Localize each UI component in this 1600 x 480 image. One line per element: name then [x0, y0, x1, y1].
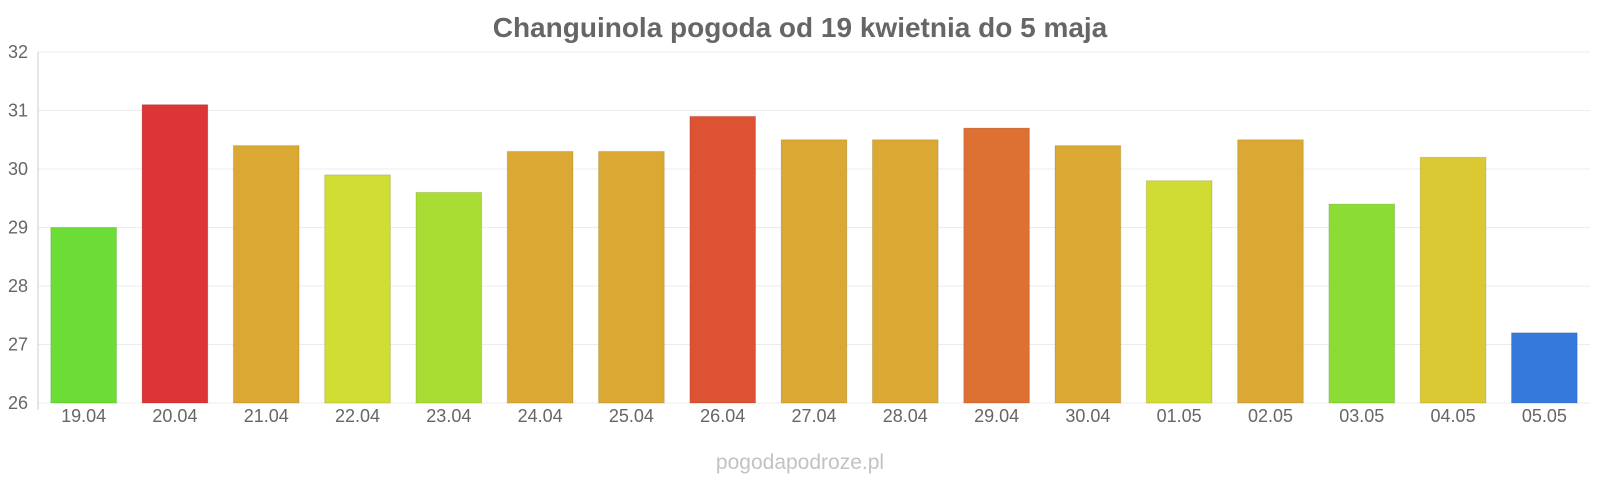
x-axis-ticks: 19.04 20.04 21.04 22.04 23.04 24.04 25.04 26.04…	[61, 406, 1567, 426]
x-tick-label: 22.04	[335, 406, 380, 426]
x-tick-label: 29.04	[974, 406, 1019, 426]
bar-20.04	[141, 104, 209, 404]
y-tick-label: 27	[8, 335, 28, 355]
x-tick-label: 03.05	[1339, 406, 1384, 426]
y-tick-label: 28	[8, 276, 28, 296]
bar-27.04	[780, 139, 848, 404]
bar-02.05	[1237, 139, 1304, 404]
bar-04.05	[1419, 156, 1487, 404]
x-tick-label: 28.04	[883, 406, 928, 426]
bar-25.04	[598, 150, 665, 404]
y-tick-label: 32	[8, 42, 28, 62]
bar-01.05	[1145, 180, 1213, 404]
bar-26.04	[689, 115, 757, 404]
chart-title: Changuinola pogoda od 19 kwietnia do 5 m…	[493, 12, 1108, 43]
watermark: pogodapodroze.pl	[716, 451, 884, 474]
y-tick-label: 29	[8, 218, 28, 238]
x-tick-label: 19.04	[61, 406, 106, 426]
bar-21.04	[232, 145, 300, 404]
x-tick-label: 27.04	[791, 406, 836, 426]
y-tick-label: 31	[8, 101, 28, 121]
bar-28.04	[871, 139, 939, 404]
x-tick-label: 05.05	[1522, 406, 1567, 426]
x-tick-label: 25.04	[609, 406, 654, 426]
x-tick-label: 04.05	[1431, 406, 1476, 426]
bar-22.04	[324, 174, 391, 404]
x-tick-label: 02.05	[1248, 406, 1293, 426]
bar-03.05	[1328, 203, 1396, 404]
x-tick-label: 23.04	[426, 406, 471, 426]
bar-23.04	[415, 191, 483, 404]
bar-19.04	[50, 227, 118, 404]
bar-05.05	[1510, 332, 1578, 404]
bar-24.04	[506, 150, 574, 404]
bar-29.04	[963, 127, 1030, 404]
x-tick-label: 24.04	[518, 406, 563, 426]
x-tick-label: 26.04	[700, 406, 745, 426]
y-tick-label: 26	[8, 393, 28, 413]
bar-30.04	[1054, 145, 1122, 404]
y-tick-label: 30	[8, 159, 28, 179]
x-tick-label: 30.04	[1065, 406, 1110, 426]
x-tick-label: 20.04	[152, 406, 197, 426]
x-tick-label: 01.05	[1157, 406, 1202, 426]
y-axis-ticks: 26 27 28 29 30 31 32	[8, 42, 28, 413]
x-tick-label: 21.04	[244, 406, 289, 426]
bars	[50, 104, 1578, 404]
